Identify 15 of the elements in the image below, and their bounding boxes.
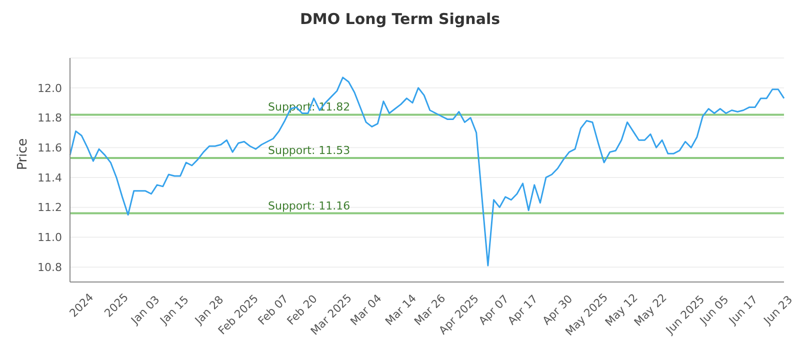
y-tick-label: 10.8 xyxy=(38,260,62,274)
y-tick-label: 11.2 xyxy=(38,201,62,214)
y-tick-label: 12.0 xyxy=(38,82,62,95)
y-axis-title: Price xyxy=(16,138,31,170)
chart-title: DMO Long Term Signals xyxy=(298,10,502,28)
x-tick-label: Jan 15 xyxy=(157,293,192,328)
y-tick-label: 11.6 xyxy=(38,142,62,155)
x-tick-label: Jun 23 xyxy=(760,293,796,328)
y-tick-label: 11.8 xyxy=(38,112,62,125)
ref-line-label: Support: 11.16 xyxy=(268,199,350,212)
ref-line-label: Support: 11.53 xyxy=(268,144,350,158)
x-tick-label: Apr 17 xyxy=(505,292,540,328)
line-series xyxy=(69,76,785,266)
y-tick-label: 11.4 xyxy=(38,171,62,184)
y-tick-label: 11.0 xyxy=(38,231,62,244)
